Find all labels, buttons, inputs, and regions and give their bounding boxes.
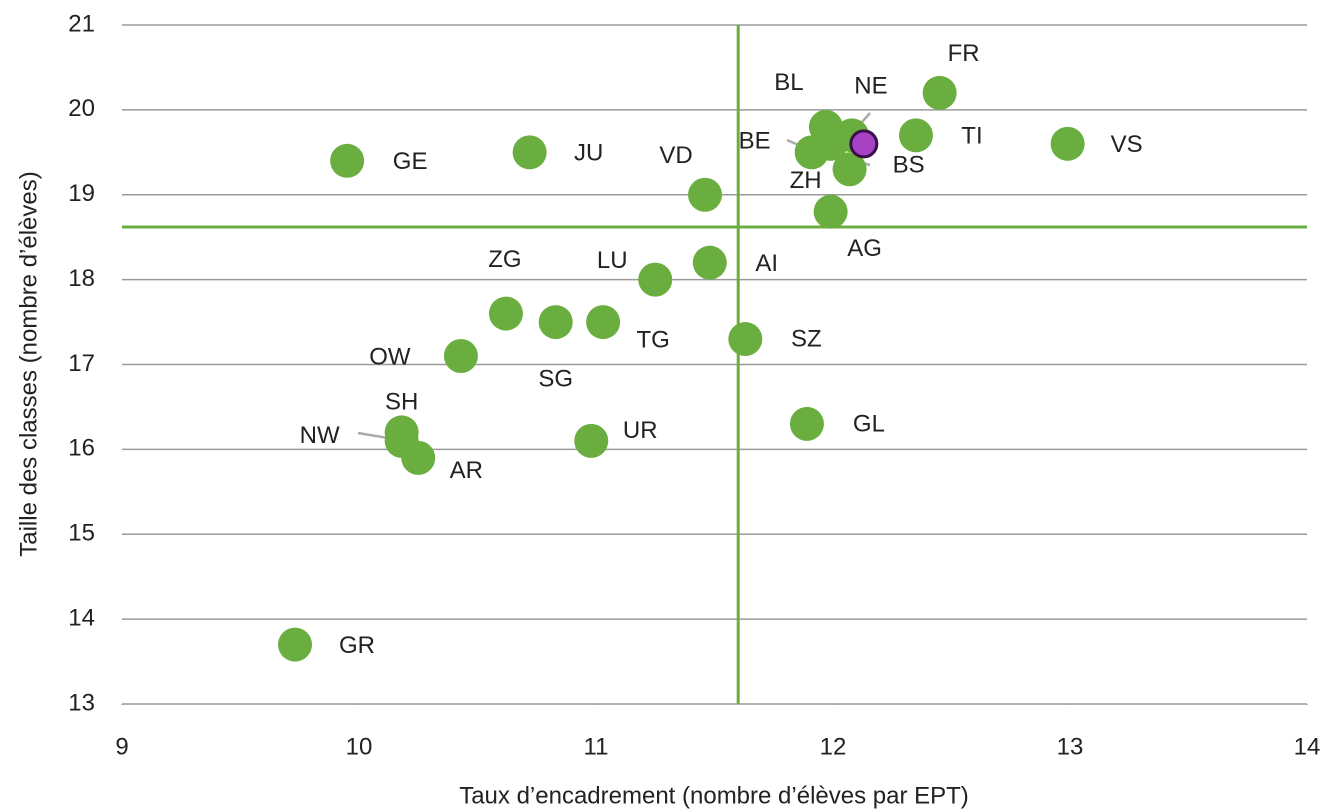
y-tick-label: 18 — [68, 265, 95, 292]
point-label: GR — [339, 632, 375, 659]
x-tick-label: 13 — [1057, 733, 1084, 760]
point — [692, 245, 727, 280]
point-label: UR — [623, 417, 658, 444]
y-tick-label: 17 — [68, 350, 95, 377]
point-label: TI — [961, 123, 982, 150]
point-label: LU — [597, 247, 628, 274]
point — [538, 305, 573, 340]
point — [401, 440, 436, 475]
point-label: VD — [659, 142, 692, 169]
point — [586, 305, 621, 340]
point — [813, 194, 848, 229]
y-tick-label: 15 — [68, 520, 95, 547]
y-axis-title: Taille des classes (nombre d’élèves) — [15, 171, 42, 557]
point-label: NE — [854, 73, 887, 100]
point — [330, 143, 365, 178]
y-tick-label: 13 — [68, 689, 95, 716]
point-label: JU — [574, 140, 603, 167]
point-label: SH — [385, 389, 418, 416]
point-label: FR — [948, 40, 980, 67]
point-label: ZH — [790, 167, 822, 194]
point — [488, 296, 523, 331]
point-label: OW — [369, 343, 411, 370]
point — [443, 339, 478, 374]
x-tick-label: 9 — [115, 733, 128, 760]
point — [278, 627, 313, 662]
point — [922, 75, 957, 110]
point-label: BS — [893, 152, 925, 179]
point — [1050, 126, 1085, 161]
point — [574, 423, 609, 458]
point — [898, 118, 933, 153]
point — [638, 262, 673, 297]
y-tick-label: 16 — [68, 435, 95, 462]
x-tick-label: 14 — [1294, 733, 1321, 760]
y-tick-label: 21 — [68, 10, 95, 37]
point-label: VS — [1111, 131, 1143, 158]
point — [728, 322, 763, 357]
point-label: TG — [636, 326, 669, 353]
point-label: SG — [538, 365, 573, 392]
y-tick-label: 20 — [68, 95, 95, 122]
x-tick-label: 11 — [584, 733, 609, 760]
point-label: GE — [393, 148, 428, 175]
y-tick-label: 14 — [68, 604, 95, 631]
point-label: AR — [450, 457, 483, 484]
point-label: GL — [853, 410, 885, 437]
x-axis-title: Taux d’encadrement (nombre d’élèves par … — [459, 782, 969, 809]
point — [512, 135, 547, 170]
point — [832, 152, 867, 187]
point-label: NW — [300, 422, 340, 449]
point — [849, 129, 879, 159]
x-tick-label: 12 — [820, 733, 847, 760]
point — [688, 177, 723, 212]
point-label: BL — [774, 69, 803, 96]
y-tick-label: 19 — [68, 180, 95, 207]
point — [813, 126, 848, 161]
point-label: AG — [847, 235, 882, 262]
point-label: AI — [755, 250, 778, 277]
point — [789, 406, 824, 441]
point-label: ZG — [488, 246, 521, 273]
point-label: SZ — [791, 325, 822, 352]
x-tick-label: 10 — [346, 733, 373, 760]
point-label: BE — [739, 128, 771, 155]
